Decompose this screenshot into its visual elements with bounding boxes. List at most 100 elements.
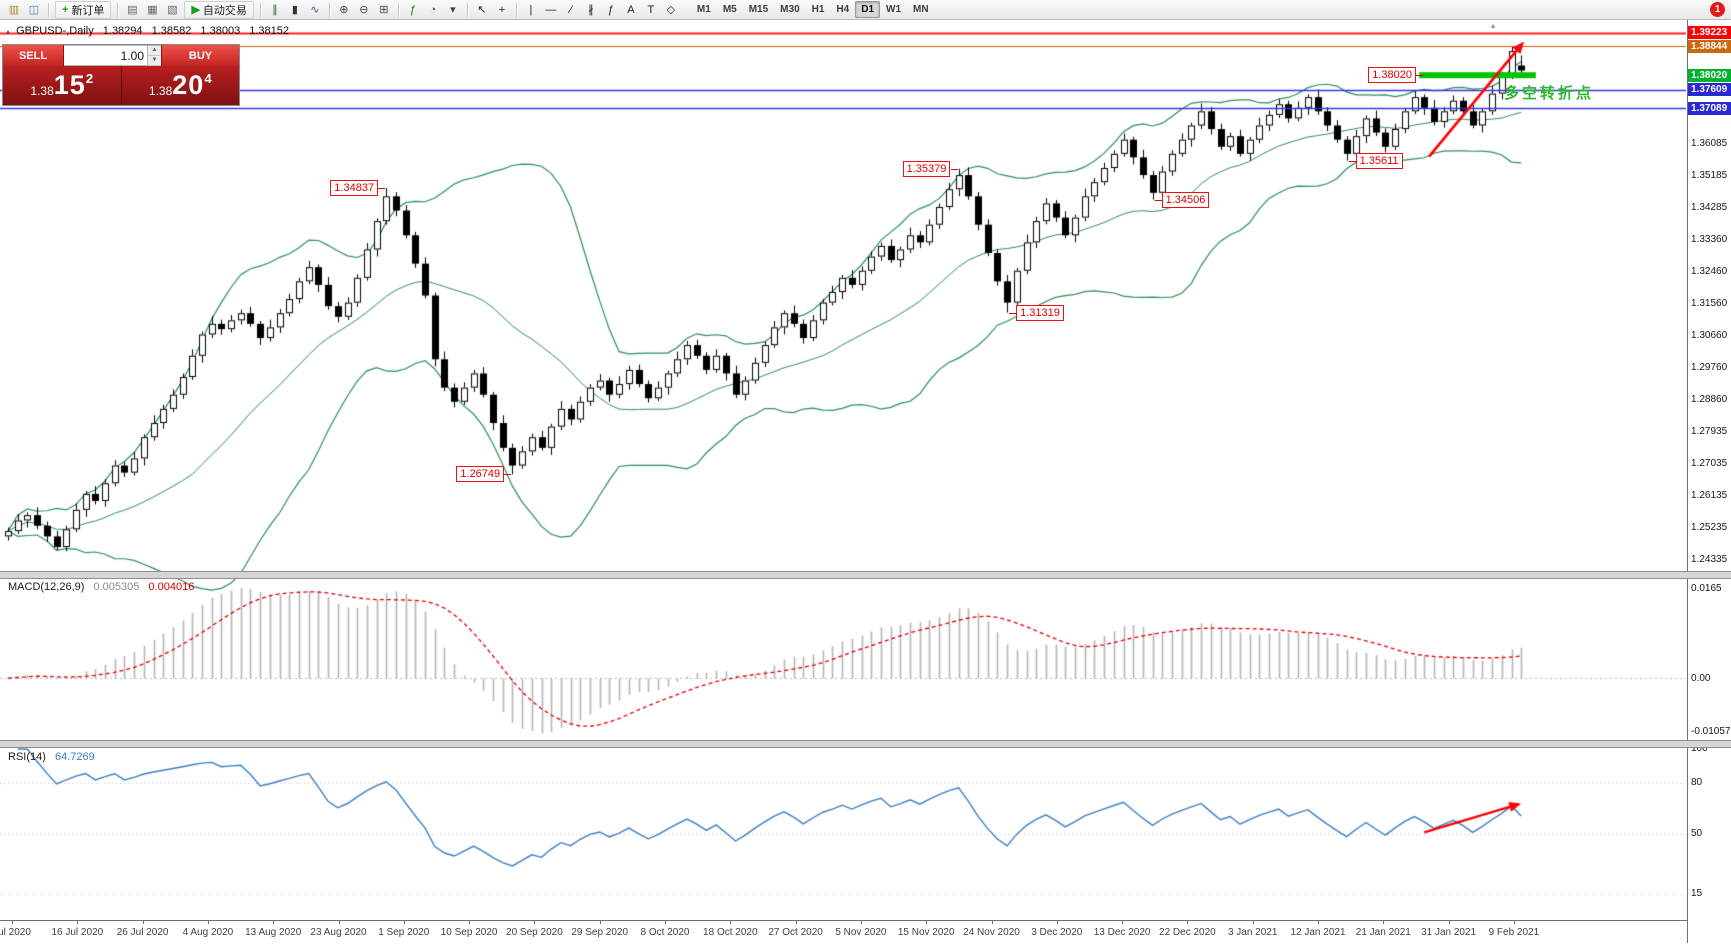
date-label: 22 Dec 2020 [1159, 927, 1216, 938]
toolbar-separator [515, 2, 517, 17]
new-order-button[interactable]: + 新订单 [55, 0, 112, 19]
horizontal-line-icon[interactable]: — [545, 3, 557, 16]
price-label-box[interactable]: 1.38020 [1368, 67, 1416, 84]
zoom-out-icon[interactable]: ⊖ [359, 3, 369, 16]
timeframe-m30[interactable]: M30 [780, 4, 800, 15]
volume-up-icon[interactable]: ▲ [148, 46, 161, 56]
price-flag-1.37089: 1.37089 [1688, 101, 1731, 115]
price-flag-1.38844: 1.38844 [1688, 39, 1731, 53]
indicators-icon[interactable]: ƒ [409, 3, 416, 16]
toolbar-separator [48, 2, 49, 17]
date-tick [403, 921, 405, 924]
price-flag-1.38020: 1.38020 [1688, 68, 1731, 82]
bid-price-display[interactable]: 1.38 15 2 [3, 66, 122, 105]
timeframe-h1[interactable]: H1 [811, 4, 825, 15]
price-scale-tick: 1.26135 [1691, 490, 1728, 502]
buy-button[interactable]: BUY [161, 45, 239, 66]
volume-down-icon[interactable]: ▼ [148, 56, 161, 66]
date-tick [1056, 921, 1058, 924]
date-label: 5 Nov 2020 [835, 927, 887, 938]
zoom-in-icon[interactable]: ⊕ [339, 3, 349, 16]
date-label: 13 Dec 2020 [1093, 927, 1151, 938]
timeframe-switcher: M1 M5 M15 M30 H1 H4 D1 W1 MN [691, 1, 935, 18]
price-label-box[interactable]: 1.34506 [1161, 191, 1210, 208]
price-label-box[interactable]: 1.35379 [902, 160, 951, 177]
sell-button[interactable]: SELL [3, 45, 64, 66]
date-tick [273, 921, 275, 924]
data-window-icon[interactable]: ▦ [147, 3, 158, 16]
price-scale-tick: 1.25235 [1691, 522, 1728, 534]
candle-chart-icon[interactable]: ▮ [291, 3, 298, 16]
rsi-scale-tick: 15 [1691, 887, 1703, 899]
price-scale-tick: 1.28860 [1691, 393, 1728, 405]
rsi-value: 64.7269 [54, 751, 95, 763]
ask-price-display[interactable]: 1.38 20 4 [121, 66, 239, 105]
ohlc-close: 1.38152 [249, 25, 290, 37]
crosshair-icon[interactable]: + [498, 3, 506, 16]
rsi-scale-tick: 100 [1691, 743, 1708, 754]
date-tick [1252, 921, 1254, 924]
date-label: 1 Sep 2020 [378, 927, 430, 938]
toolbar: ▥ ◫ + 新订单 ▤ ▦ ▧ ▶ 自动交易 ∥ ▮ ∿ ⊕ ⊖ ⊞ ƒ ◔ ▾ ↖ + | — ∕ ∦ ƒ A T ◇ M1 M5 M1… [0, 0, 1731, 20]
turning-point-annotation[interactable]: 多空转折点 [1504, 85, 1595, 102]
autotrading-button-icon: ▶ [191, 4, 200, 16]
price-scale-tick: 1.24335 [1691, 553, 1728, 565]
toolbar-separator [117, 2, 119, 17]
market-watch-icon[interactable]: ▤ [127, 3, 138, 16]
templates-dropdown-icon[interactable]: ▾ [450, 3, 456, 16]
text-tool-icon[interactable]: A [627, 3, 635, 16]
bar-chart-icon[interactable]: ∥ [272, 3, 278, 16]
date-axis[interactable]: Jul 2020 16 Jul 2020 26 Jul 2020 4 Aug 2020… [0, 920, 1687, 944]
panel-divider[interactable] [0, 571, 1731, 579]
price-label-box[interactable]: 1.34837 [330, 179, 379, 196]
rsi-name: RSI(14) [8, 751, 46, 763]
price-scale-tick: 1.32460 [1691, 266, 1728, 278]
rsi-indicator-header: RSI(14) 64.7269 [8, 751, 95, 763]
shapes-icon[interactable]: ◇ [666, 3, 676, 16]
timeframe-mn[interactable]: MN [913, 4, 929, 15]
date-tick [142, 921, 144, 924]
macd-scale-max: 0.0165 [1691, 583, 1722, 594]
price-label-box[interactable]: 1.31319 [1016, 304, 1064, 321]
timeframe-m5[interactable]: M5 [722, 4, 737, 15]
date-label: 3 Dec 2020 [1031, 927, 1083, 938]
cursor-icon[interactable]: ↖ [477, 3, 487, 16]
fibonacci-icon[interactable]: ƒ [607, 3, 614, 16]
trendline-icon[interactable]: ∕ [569, 3, 572, 16]
date-tick [1122, 921, 1124, 924]
periods-dropdown-icon[interactable]: ◔ [429, 3, 437, 16]
rsi-scale-tick: 80 [1691, 777, 1703, 788]
line-chart-icon[interactable]: ∿ [310, 3, 320, 16]
price-scale-tick: 1.27935 [1691, 426, 1728, 438]
volume-stepper[interactable]: ▲ ▼ [147, 46, 161, 66]
timeframe-m15[interactable]: M15 [748, 4, 769, 15]
timeframe-h4[interactable]: H4 [836, 4, 850, 15]
toolbar-separator [397, 2, 399, 17]
new-order-button-icon: + [62, 3, 69, 16]
autotrading-button-label: 自动交易 [202, 4, 247, 17]
price-label-box[interactable]: 1.35611 [1355, 152, 1403, 169]
profiles-icon[interactable]: ◫ [28, 3, 40, 16]
price-label-tick [504, 474, 512, 475]
channel-icon[interactable]: ∦ [588, 3, 594, 16]
notification-badge[interactable]: 1 [1710, 2, 1725, 17]
vertical-line-icon[interactable]: | [529, 3, 533, 16]
timeframe-d1[interactable]: D1 [855, 1, 881, 18]
date-tick [1187, 921, 1189, 924]
tile-windows-icon[interactable]: ⊞ [379, 3, 389, 16]
price-flag-1.37609: 1.37609 [1688, 83, 1731, 97]
date-tick [77, 921, 79, 924]
autotrading-button[interactable]: ▶ 自动交易 [184, 0, 254, 19]
panel-divider[interactable] [0, 740, 1731, 748]
toolbar-separator [466, 2, 468, 17]
new-chart-icon[interactable]: ▥ [8, 3, 20, 16]
label-tool-icon[interactable]: T [647, 3, 655, 16]
price-label-box[interactable]: 1.26749 [456, 466, 505, 483]
chart-shift-marker[interactable]: ▴ [1491, 21, 1496, 30]
navigator-icon[interactable]: ▧ [167, 3, 178, 16]
timeframe-m1[interactable]: M1 [696, 4, 711, 15]
volume-field[interactable]: 1.00 ▲ ▼ [64, 45, 161, 66]
timeframe-w1[interactable]: W1 [886, 4, 902, 15]
